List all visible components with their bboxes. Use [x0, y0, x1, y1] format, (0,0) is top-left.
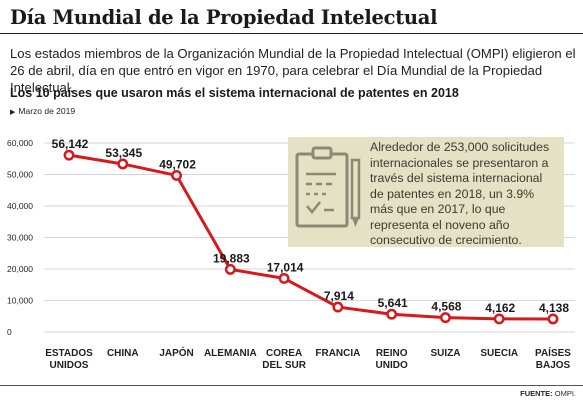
x-tick-label: SUECIA — [480, 348, 518, 359]
y-tick-label: 40,000 — [7, 201, 33, 211]
callout-box: Alrededor de 253,000 solicitudes interna… — [288, 137, 564, 247]
data-label: 53,345 — [105, 146, 142, 160]
x-tick-label: DEL SUR — [262, 360, 306, 371]
x-tick-label: UNIDO — [376, 360, 408, 371]
x-tick-label: CHINA — [107, 348, 139, 359]
x-tick-label: FRANCIA — [315, 348, 360, 359]
clipboard-checklist-icon — [295, 146, 361, 228]
y-tick-label: 0 — [7, 327, 12, 337]
x-tick-label: ESTADOS — [45, 348, 93, 359]
x-tick-label: UNIDOS — [50, 360, 89, 371]
triangle-icon: ▶ — [10, 109, 16, 116]
y-tick-label: 60,000 — [7, 138, 33, 148]
data-point — [224, 263, 236, 275]
y-tick-label: 20,000 — [7, 264, 33, 274]
data-point — [117, 158, 129, 170]
x-tick-label: SUIZA — [430, 348, 460, 359]
title-rule — [0, 33, 583, 34]
data-label: 4,568 — [431, 300, 461, 314]
data-point — [493, 313, 505, 325]
series-line — [68, 153, 554, 321]
page-title: Día Mundial de la Propiedad Intelectual — [10, 6, 438, 29]
y-tick-label: 10,000 — [7, 296, 33, 306]
data-point — [171, 169, 183, 181]
x-tick-label: ALEMANIA — [204, 348, 257, 359]
data-label: 49,702 — [159, 157, 196, 171]
x-tick-label: BAJOS — [536, 360, 571, 371]
source-value: OMPI. — [554, 389, 576, 398]
data-label: 19,883 — [213, 251, 250, 265]
data-label: 56,142 — [52, 137, 89, 151]
data-point — [332, 301, 344, 313]
y-tick-label: 50,000 — [7, 170, 33, 180]
chart-title: Los 10 países que usaron más el sistema … — [10, 86, 459, 100]
data-point — [63, 149, 75, 161]
x-tick-label: PAÍSES — [535, 346, 571, 359]
callout-text: Alrededor de 253,000 solicitudes interna… — [370, 140, 550, 247]
intro-paragraph: Los estados miembros de la Organización … — [10, 46, 576, 95]
data-point — [439, 312, 451, 324]
footer-rule — [0, 385, 583, 386]
y-tick-label: 30,000 — [7, 233, 33, 243]
data-point — [386, 308, 398, 320]
x-tick-label: COREA — [266, 348, 302, 359]
x-tick-label: REINO — [376, 348, 408, 359]
data-label: 17,014 — [267, 260, 304, 274]
data-label: 5,641 — [378, 296, 408, 310]
source-label: FUENTE: — [520, 389, 553, 398]
data-label: 7,914 — [324, 289, 354, 303]
data-label: 4,162 — [485, 301, 515, 315]
source-note: FUENTE: OMPI. — [520, 389, 576, 398]
data-label: 4,138 — [539, 301, 569, 315]
chart-date-label: Marzo de 2019 — [18, 106, 76, 116]
chart-date: ▶ Marzo de 2019 — [10, 106, 75, 116]
data-point — [278, 272, 290, 284]
x-tick-label: JAPÓN — [159, 346, 193, 359]
data-point — [547, 313, 559, 325]
